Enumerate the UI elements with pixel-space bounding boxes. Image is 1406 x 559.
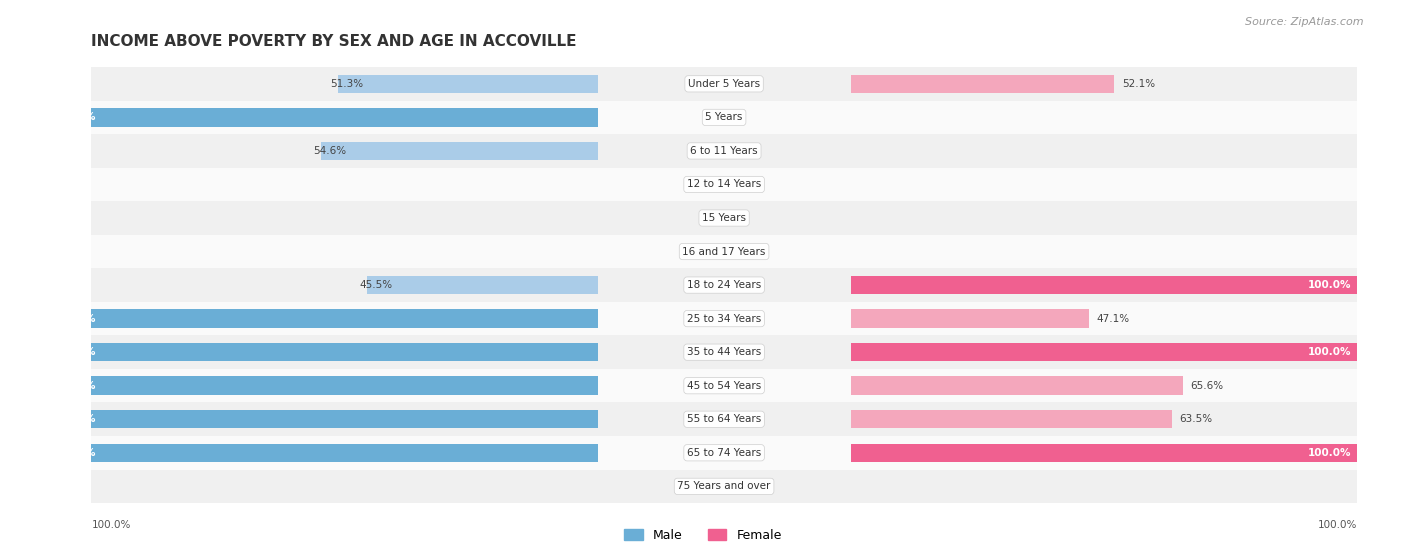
Bar [598, 369, 851, 402]
Bar [598, 134, 851, 168]
Bar [851, 343, 1357, 361]
Bar [851, 101, 1357, 134]
Bar [337, 74, 598, 93]
Text: 100.0%: 100.0% [1317, 520, 1357, 530]
Text: 100.0%: 100.0% [1308, 280, 1351, 290]
Bar [851, 402, 1357, 436]
Text: 55 to 64 Years: 55 to 64 Years [688, 414, 761, 424]
Bar [367, 276, 598, 294]
Bar [91, 168, 598, 201]
Bar [91, 369, 598, 402]
Text: 75 Years and over: 75 Years and over [678, 481, 770, 491]
Bar [851, 436, 1357, 470]
Text: 100.0%: 100.0% [1308, 347, 1351, 357]
Text: 47.1%: 47.1% [1097, 314, 1130, 324]
Text: 6 to 11 Years: 6 to 11 Years [690, 146, 758, 156]
Text: 100.0%: 100.0% [53, 448, 97, 458]
Bar [91, 235, 598, 268]
Bar [598, 268, 851, 302]
Text: 100.0%: 100.0% [53, 414, 97, 424]
Bar [91, 67, 598, 101]
Bar [851, 168, 1357, 201]
Text: 65.6%: 65.6% [1191, 381, 1223, 391]
Bar [851, 201, 1357, 235]
Bar [851, 276, 1357, 294]
Bar [598, 436, 851, 470]
Text: 100.0%: 100.0% [53, 112, 97, 122]
Bar [598, 201, 851, 235]
Bar [598, 101, 851, 134]
Text: 45.5%: 45.5% [360, 280, 392, 290]
Bar [91, 310, 598, 328]
Bar [321, 142, 598, 160]
Text: INCOME ABOVE POVERTY BY SEX AND AGE IN ACCOVILLE: INCOME ABOVE POVERTY BY SEX AND AGE IN A… [91, 34, 576, 49]
Bar [91, 302, 598, 335]
Bar [598, 335, 851, 369]
Bar [851, 235, 1357, 268]
Bar [91, 402, 598, 436]
Bar [851, 470, 1357, 503]
Bar [598, 168, 851, 201]
Text: Under 5 Years: Under 5 Years [688, 79, 761, 89]
Text: 52.1%: 52.1% [1122, 79, 1156, 89]
Bar [598, 67, 851, 101]
Bar [91, 470, 598, 503]
Bar [91, 134, 598, 168]
Bar [851, 67, 1357, 101]
Bar [851, 335, 1357, 369]
Text: 100.0%: 100.0% [53, 314, 97, 324]
Text: 100.0%: 100.0% [1308, 448, 1351, 458]
Bar [91, 201, 598, 235]
Text: 51.3%: 51.3% [330, 79, 363, 89]
Bar [851, 444, 1357, 462]
Bar [851, 310, 1090, 328]
Bar [91, 101, 598, 134]
Text: Source: ZipAtlas.com: Source: ZipAtlas.com [1246, 17, 1364, 27]
Text: 12 to 14 Years: 12 to 14 Years [688, 179, 761, 190]
Text: 65 to 74 Years: 65 to 74 Years [688, 448, 761, 458]
Bar [91, 410, 598, 428]
Bar [91, 444, 598, 462]
Text: 100.0%: 100.0% [53, 347, 97, 357]
Bar [851, 377, 1182, 395]
Text: 100.0%: 100.0% [91, 520, 131, 530]
Bar [851, 134, 1357, 168]
Text: 100.0%: 100.0% [53, 381, 97, 391]
Bar [91, 335, 598, 369]
Text: 15 Years: 15 Years [702, 213, 747, 223]
Bar [91, 377, 598, 395]
Bar [851, 369, 1357, 402]
Bar [91, 268, 598, 302]
Text: 25 to 34 Years: 25 to 34 Years [688, 314, 761, 324]
Text: 63.5%: 63.5% [1180, 414, 1213, 424]
Bar [851, 268, 1357, 302]
Bar [598, 402, 851, 436]
Bar [851, 74, 1115, 93]
Bar [91, 343, 598, 361]
Bar [851, 302, 1357, 335]
Bar [598, 470, 851, 503]
Bar [91, 436, 598, 470]
Bar [851, 410, 1173, 428]
Text: 18 to 24 Years: 18 to 24 Years [688, 280, 761, 290]
Text: 16 and 17 Years: 16 and 17 Years [682, 247, 766, 257]
Bar [91, 108, 598, 126]
Text: 35 to 44 Years: 35 to 44 Years [688, 347, 761, 357]
Text: 45 to 54 Years: 45 to 54 Years [688, 381, 761, 391]
Bar [598, 235, 851, 268]
Text: 54.6%: 54.6% [314, 146, 347, 156]
Legend: Male, Female: Male, Female [619, 524, 787, 547]
Bar [598, 302, 851, 335]
Text: 5 Years: 5 Years [706, 112, 742, 122]
